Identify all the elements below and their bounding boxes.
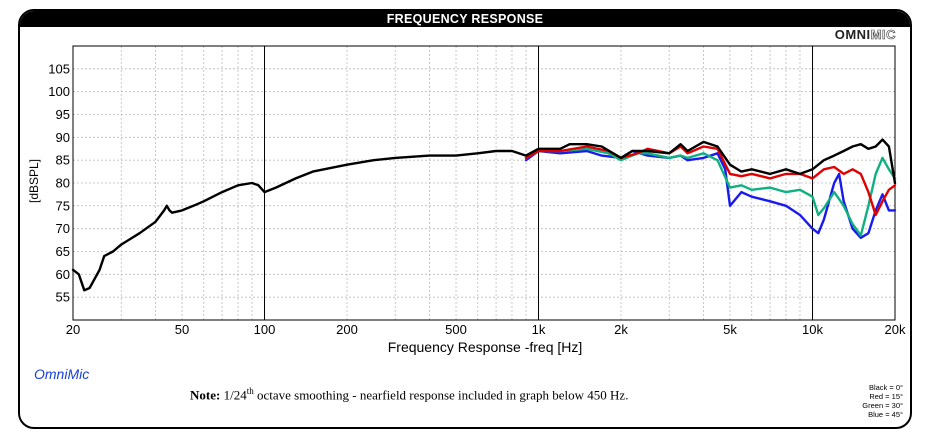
note-superscript: th (246, 386, 254, 396)
logo-mic: MIC (870, 27, 896, 43)
y-tick-labels: 55 60 65 70 75 80 85 90 95 100 105 (48, 61, 70, 304)
y-tick-label: 65 (56, 244, 70, 259)
x-tick-labels: 20 50 100 200 500 1k 2k 5k 10k 20k (66, 322, 906, 337)
series-line-blue (524, 149, 897, 239)
note-text: octave smoothing - nearfield response in… (253, 387, 629, 403)
legend-red: Red = 15° (869, 392, 903, 401)
x-tick-label: 5k (723, 322, 737, 337)
legend-blue: Blue = 45° (868, 410, 903, 419)
x-tick-label: 500 (445, 322, 467, 337)
x-axis-label: Frequency Response -freq [Hz] (388, 339, 583, 355)
x-tick-label: 20 (66, 322, 80, 337)
title-bar (20, 11, 910, 27)
omnimic-brand: OmniMic (34, 366, 90, 382)
y-tick-label: 85 (56, 153, 70, 168)
y-tick-label: 55 (56, 290, 70, 305)
x-tick-label: 100 (254, 322, 276, 337)
y-tick-label: 100 (48, 84, 70, 99)
x-tick-label: 50 (175, 322, 189, 337)
y-tick-label: 95 (56, 107, 70, 122)
series-layer (71, 138, 897, 292)
legend-black: Black = 0° (868, 383, 903, 392)
plot-border (72, 45, 896, 321)
y-tick-label: 80 (56, 176, 70, 191)
y-tick-label: 60 (56, 267, 70, 282)
series-line-green (524, 147, 897, 237)
logo-omni: OMNI (834, 27, 871, 42)
note-fraction: 1/24 (223, 387, 247, 403)
y-tick-label: 70 (56, 221, 70, 236)
smoothing-note: Note: 1/24th octave smoothing - nearfiel… (190, 386, 628, 403)
x-tick-label: 200 (336, 322, 358, 337)
major-grid (264, 46, 814, 320)
x-tick-label: 1k (532, 322, 546, 337)
legend: Black = 0° Red = 15° Green = 30° Blue = … (862, 383, 903, 419)
y-tick-label: 105 (48, 61, 70, 76)
chart-title: FREQUENCY RESPONSE (386, 12, 544, 26)
minor-grid (73, 46, 895, 320)
x-tick-label: 10k (802, 322, 823, 337)
x-tick-label: 2k (614, 322, 628, 337)
y-axis-label: [dBSPL] (27, 159, 41, 203)
series-line-black (71, 138, 897, 292)
legend-green: Green = 30° (862, 401, 903, 410)
y-tick-label: 75 (56, 198, 70, 213)
note-label: Note: (190, 387, 221, 403)
y-tick-label: 90 (56, 130, 70, 145)
omnimic-logo: OMNIMIC (834, 27, 896, 43)
x-tick-label: 20k (885, 322, 906, 337)
chart-frame: FREQUENCY RESPONSE OMNIMIC (18, 9, 912, 429)
